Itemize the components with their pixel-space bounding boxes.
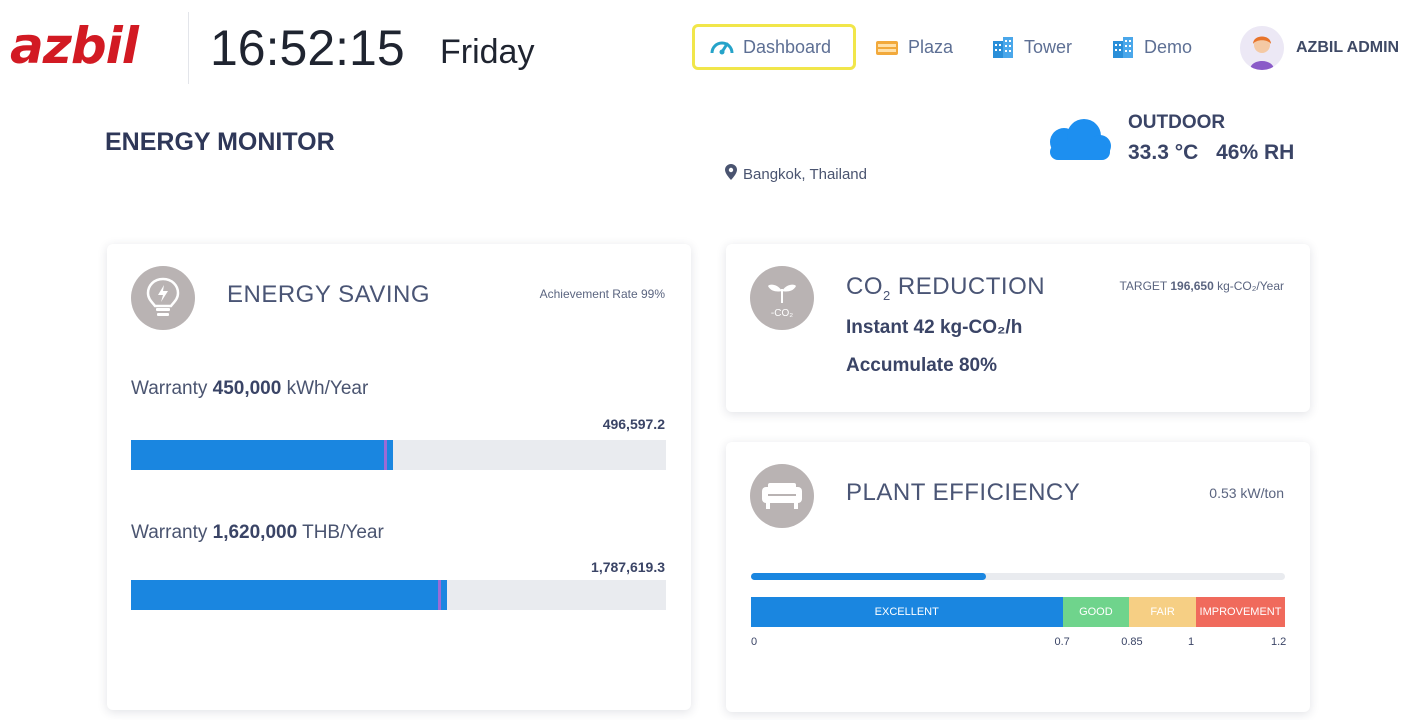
nav-plaza-label: Plaza	[908, 36, 954, 57]
warranty-thb-unit: THB/Year	[297, 522, 384, 543]
scale-tick-label: 1	[1188, 636, 1195, 648]
energy-saving-title: ENERGY SAVING	[227, 281, 430, 308]
co2-accumulate: Accumulate 80%	[846, 355, 998, 376]
plant-efficiency-card: PLANT EFFICIENCY 0.53 kW/ton EXCELLENT GO…	[726, 442, 1310, 712]
cloud-icon	[1040, 116, 1114, 169]
warranty-thb-amount: 1,620,000	[212, 522, 298, 543]
user-name[interactable]: AZBIL ADMIN	[1296, 39, 1400, 56]
co2-reduction-title: CO2 REDUCTION	[846, 273, 1045, 303]
kwh-value: 496,597.2	[602, 416, 665, 432]
scale-tick-label: 0.85	[1121, 636, 1143, 648]
plant-efficiency-progress-fill	[751, 573, 986, 580]
user-menu[interactable]: AZBIL ADMIN	[1240, 26, 1399, 70]
nav-tower-label: Tower	[1024, 36, 1073, 57]
outdoor-label: OUTDOOR	[1128, 112, 1226, 133]
warranty-thb-prefix: Warranty	[131, 522, 213, 543]
location-text: Bangkok, Thailand	[743, 165, 867, 183]
scale-tick-label: 1.2	[1271, 636, 1287, 648]
lightbulb-icon	[131, 266, 195, 330]
thb-value: 1,787,619.3	[591, 559, 665, 575]
header-divider	[188, 12, 189, 84]
nav-dashboard-label: Dashboard	[743, 36, 832, 57]
location: Bangkok, Thailand	[725, 164, 867, 184]
co2-title-prefix: CO	[846, 273, 883, 300]
kwh-progress-bar	[131, 440, 666, 470]
outdoor-temperature: 33.3 °C	[1128, 141, 1199, 164]
scale-segment-fair: FAIR	[1129, 597, 1196, 627]
scale-tick-label: 0	[751, 636, 758, 648]
warranty-kwh-amount: 450,000	[212, 378, 282, 399]
achievement-rate: Achievement Rate 99%	[539, 287, 665, 301]
outdoor-readings: 33.3 °C 46% RH	[1128, 141, 1306, 165]
top-bar: azbil 16:52:15 Friday Dashboard Plaza	[0, 0, 1414, 95]
scale-segment-good: GOOD	[1062, 597, 1130, 627]
scale-tick-label: 0.7	[1054, 636, 1070, 648]
kwh-warranty-marker	[384, 440, 388, 470]
co2-title-suffix: REDUCTION	[890, 273, 1046, 300]
nav-tower[interactable]: Tower	[976, 24, 1086, 70]
nav-demo[interactable]: Demo	[1096, 24, 1206, 70]
page-title: ENERGY MONITOR	[105, 128, 335, 156]
chiller-icon	[750, 464, 814, 528]
co2-icon-label: -CO₂	[771, 308, 793, 319]
co2-instant: Instant 42 kg-CO₂/h	[846, 317, 1023, 338]
warranty-kwh-label: Warranty 450,000 kWh/Year	[131, 378, 368, 400]
azbil-logo[interactable]: azbil	[10, 17, 139, 75]
warranty-thb-label: Warranty 1,620,000 THB/Year	[131, 522, 384, 544]
kwh-progress-fill	[131, 440, 394, 470]
map-pin-icon	[725, 164, 737, 184]
dashboard-gauge-icon	[709, 36, 735, 58]
avatar-icon[interactable]	[1240, 26, 1284, 70]
thb-warranty-marker	[437, 580, 441, 610]
co2-title-sub: 2	[883, 287, 891, 303]
nav-dashboard[interactable]: Dashboard	[692, 24, 856, 70]
nav-plaza[interactable]: Plaza	[860, 24, 967, 70]
nav-demo-label: Demo	[1144, 36, 1193, 57]
co2-target-unit: kg-CO₂/Year	[1213, 279, 1284, 293]
plant-efficiency-value: 0.53 kW/ton	[1209, 485, 1284, 501]
outdoor-humidity: 46% RH	[1216, 141, 1295, 164]
building-icon	[990, 35, 1016, 59]
thb-progress-fill	[131, 580, 447, 610]
warranty-kwh-prefix: Warranty	[131, 378, 213, 399]
scale-segment-excellent: EXCELLENT	[751, 597, 1063, 627]
warranty-kwh-unit: kWh/Year	[281, 378, 369, 399]
plant-efficiency-progress	[751, 573, 1285, 580]
co2-target-value: 196,650	[1170, 279, 1214, 293]
plant-sprout-icon: -CO₂	[750, 266, 814, 330]
energy-saving-card: ENERGY SAVING Achievement Rate 99% Warra…	[107, 244, 691, 710]
co2-reduction-card: -CO₂ CO2 REDUCTION TARGET 196,650 kg-CO₂…	[726, 244, 1310, 412]
scale-segment-improvement: IMPROVEMENT	[1196, 597, 1285, 627]
clock-time: 16:52:15	[210, 20, 405, 76]
plaza-icon	[874, 37, 900, 57]
clock-day: Friday	[440, 33, 535, 71]
plant-efficiency-title: PLANT EFFICIENCY	[846, 479, 1081, 506]
co2-target: TARGET 196,650 kg-CO₂/Year	[1119, 279, 1284, 293]
efficiency-scale: EXCELLENT GOOD FAIR IMPROVEMENT	[751, 597, 1285, 627]
thb-progress-bar	[131, 580, 666, 610]
co2-target-label: TARGET	[1119, 279, 1171, 293]
building-icon	[1110, 35, 1136, 59]
